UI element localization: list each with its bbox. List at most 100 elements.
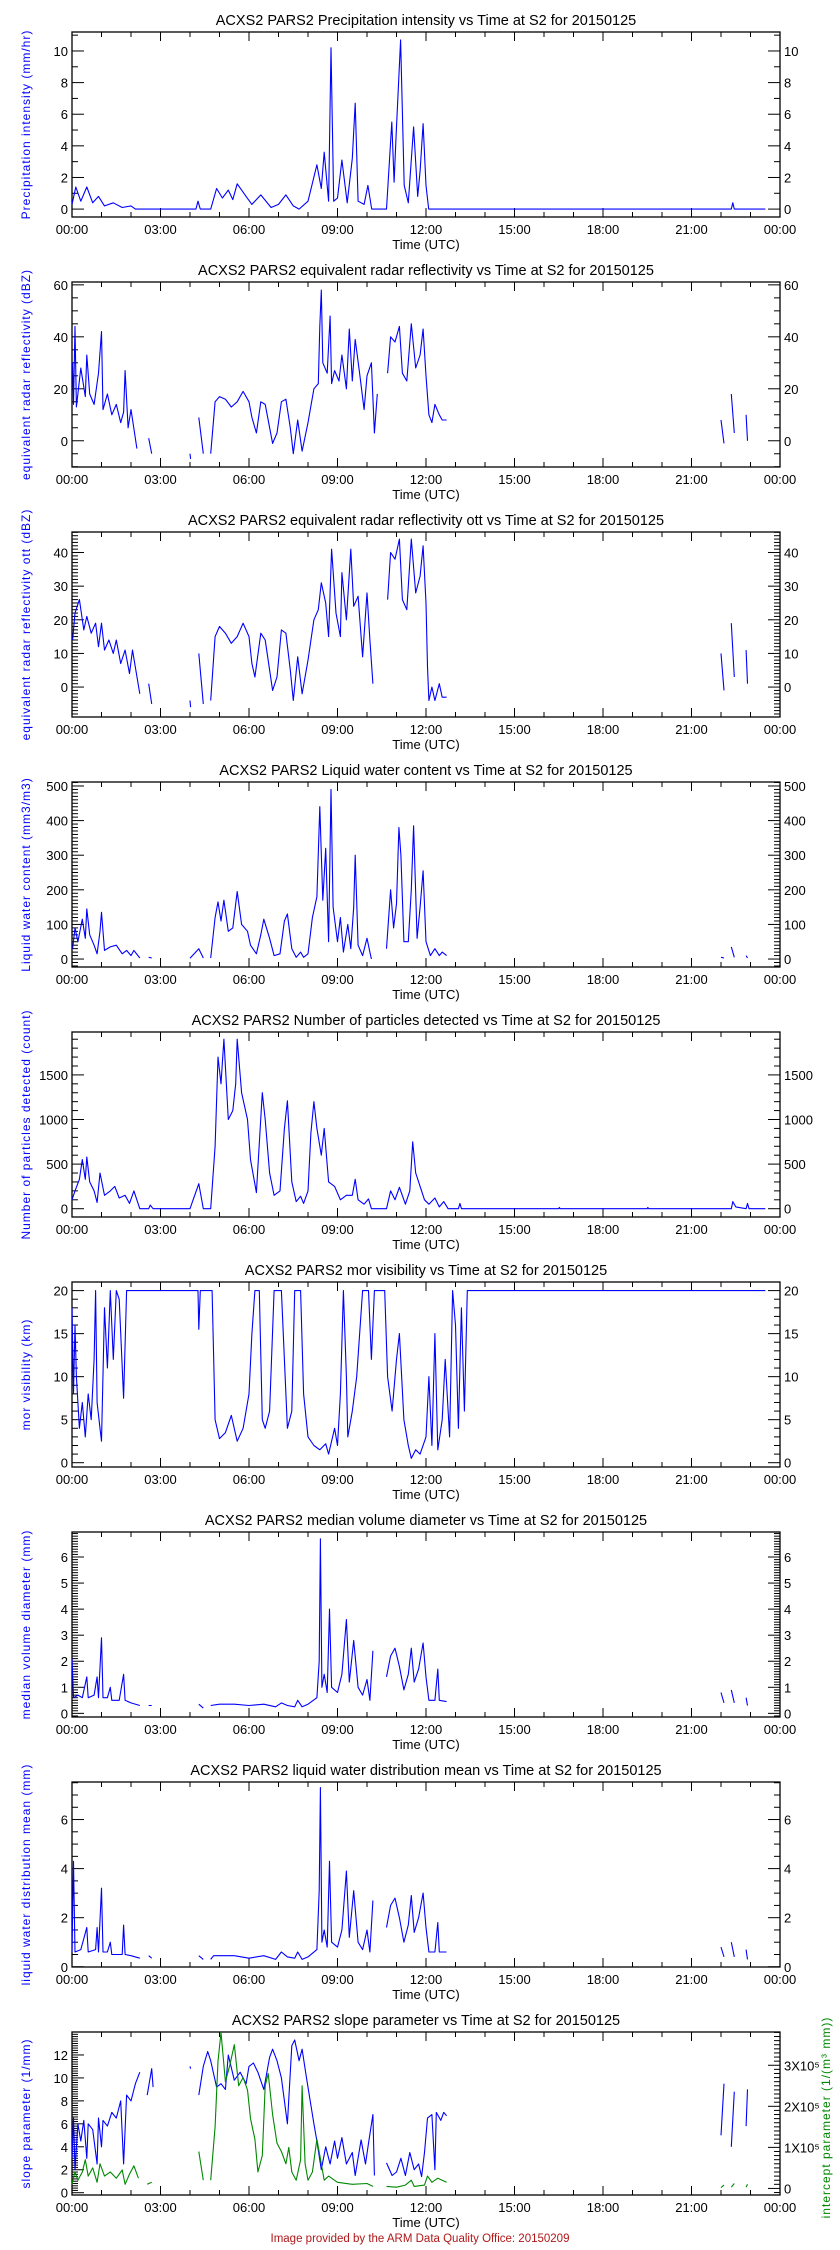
- y-tick-label-right: 10: [784, 1370, 798, 1385]
- chart-panel: ACXS2 PARS2 liquid water distribution me…: [19, 1763, 796, 2002]
- y-tick-label-right: 20: [784, 613, 798, 628]
- x-tick-label: 00:00: [764, 1722, 797, 1737]
- x-tick-label: 00:00: [56, 472, 89, 487]
- chart-title: ACXS2 PARS2 Precipitation intensity vs T…: [216, 13, 636, 29]
- y-tick-label-right: 500: [784, 779, 806, 794]
- x-tick-label: 12:00: [410, 1472, 443, 1487]
- x-tick-label: 21:00: [675, 972, 708, 987]
- series-line-equivalent-radar-reflectivity-ott: [72, 538, 749, 708]
- y-tick-label: 0: [61, 1202, 68, 1217]
- x-tick-label: 18:00: [587, 1722, 620, 1737]
- series-line-intercept-parameter: [71, 2031, 748, 2189]
- x-tick-label: 06:00: [233, 1222, 266, 1237]
- x-tick-label: 18:00: [587, 472, 620, 487]
- x-tick-label: 09:00: [321, 1472, 354, 1487]
- series-line-liquid-water-distribution-mean: [71, 1787, 749, 1960]
- x-tick-label: 06:00: [233, 222, 266, 237]
- chart-title: ACXS2 PARS2 slope parameter vs Time at S…: [232, 2013, 620, 2029]
- chart-panel: ACXS2 PARS2 Precipitation intensity vs T…: [19, 13, 798, 252]
- series-line-number-of-particles-detected: [71, 1038, 766, 1210]
- x-tick-label: 21:00: [675, 472, 708, 487]
- y-tick-label: 200: [46, 883, 68, 898]
- x-tick-label: 18:00: [587, 722, 620, 737]
- chart-panel: ACXS2 PARS2 Number of particles detected…: [19, 1009, 813, 1252]
- x-axis-label: Time (UTC): [392, 1237, 459, 1252]
- y-tick-label-right: 6: [784, 107, 791, 122]
- x-tick-label: 18:00: [587, 2200, 620, 2215]
- x-tick-label: 21:00: [675, 1472, 708, 1487]
- y-axis-label: Number of particles detected (count): [19, 1009, 33, 1239]
- x-tick-label: 00:00: [56, 1972, 89, 1987]
- x-tick-label: 18:00: [587, 1472, 620, 1487]
- y-tick-label: 12: [54, 2048, 68, 2063]
- series-line-slope-parameter: [71, 2039, 749, 2178]
- y-axis-label: equivalent radar reflectivity ott (dBZ): [19, 509, 33, 741]
- x-tick-label: 21:00: [675, 222, 708, 237]
- y-axis-label: Liquid water content (mm3/m3): [19, 777, 33, 971]
- y-tick-label: 0: [61, 680, 68, 695]
- x-tick-label: 00:00: [764, 1222, 797, 1237]
- y-tick-label-right: 40: [784, 546, 798, 561]
- y-tick-label-right: 15: [784, 1327, 798, 1342]
- chart-title: ACXS2 PARS2 liquid water distribution me…: [190, 1763, 661, 1779]
- x-tick-label: 03:00: [144, 1222, 177, 1237]
- x-tick-label: 18:00: [587, 1222, 620, 1237]
- chart-title: ACXS2 PARS2 equivalent radar reflectivit…: [198, 263, 654, 279]
- y-tick-label: 20: [54, 382, 68, 397]
- y-tick-label-right: 0: [784, 680, 791, 695]
- y-axis-label: median volume diameter (mm): [19, 1530, 33, 1720]
- x-tick-label: 06:00: [233, 2200, 266, 2215]
- y-tick-label: 10: [54, 1370, 68, 1385]
- y-tick-label: 6: [61, 1550, 68, 1565]
- x-axis-label: Time (UTC): [392, 487, 459, 502]
- chart-panel: ACXS2 PARS2 median volume diameter vs Ti…: [19, 1513, 796, 1752]
- x-tick-label: 18:00: [587, 1972, 620, 1987]
- y-tick-label: 300: [46, 848, 68, 863]
- x-tick-label: 00:00: [764, 1472, 797, 1487]
- x-tick-label: 00:00: [764, 472, 797, 487]
- y-tick-label: 6: [61, 2117, 68, 2132]
- y-axis-label: mor visibility (km): [19, 1319, 33, 1431]
- x-tick-label: 03:00: [144, 2200, 177, 2215]
- y-tick-label-right: 0: [784, 1456, 791, 1471]
- y-tick-label: 1000: [39, 1113, 68, 1128]
- y-tick-label: 0: [61, 1706, 68, 1721]
- y-tick-label: 0: [61, 952, 68, 967]
- y-tick-label-right: 4: [784, 1602, 791, 1617]
- x-tick-label: 12:00: [410, 722, 443, 737]
- x-tick-label: 06:00: [233, 722, 266, 737]
- footer-credit: Image provided by the ARM Data Quality O…: [271, 2233, 570, 2245]
- y-tick-label-right: 6: [784, 1813, 791, 1828]
- y-tick-label: 0: [61, 434, 68, 449]
- y-tick-label-right: 8: [784, 76, 791, 91]
- y-tick-label: 30: [54, 579, 68, 594]
- chart-panel: ACXS2 PARS2 Liquid water content vs Time…: [19, 763, 806, 1002]
- y-tick-label: 10: [54, 44, 68, 59]
- y-tick-label: 2: [61, 1654, 68, 1669]
- y-tick-label: 10: [54, 2071, 68, 2086]
- y-tick-label-right: 4: [784, 139, 791, 154]
- series-line-precipitation-intensity: [71, 39, 766, 210]
- y-tick-label: 4: [61, 1602, 68, 1617]
- x-tick-label: 15:00: [498, 2200, 531, 2215]
- x-tick-label: 09:00: [321, 1972, 354, 1987]
- y-tick-label: 4: [61, 2140, 68, 2155]
- x-tick-label: 00:00: [56, 222, 89, 237]
- x-tick-label: 12:00: [410, 472, 443, 487]
- y-tick-label: 4: [61, 1862, 68, 1877]
- y-tick-label-right: 20: [784, 382, 798, 397]
- x-tick-label: 21:00: [675, 1972, 708, 1987]
- y-tick-label: 500: [46, 779, 68, 794]
- y-tick-label: 2: [61, 2163, 68, 2178]
- y-axis-label: Precipitation intensity (mm/hr): [19, 30, 33, 220]
- chart-panel: ACXS2 PARS2 slope parameter vs Time at S…: [19, 2013, 833, 2230]
- chart-title: ACXS2 PARS2 median volume diameter vs Ti…: [205, 1513, 647, 1529]
- y-tick-label-right: 3X10⁵: [784, 2058, 820, 2073]
- y-tick-label: 0: [61, 1456, 68, 1471]
- y-tick-label-right: 1500: [784, 1068, 813, 1083]
- y-tick-label-right: 0: [784, 1202, 791, 1217]
- y-tick-label-right: 5: [784, 1413, 791, 1428]
- y-tick-label: 40: [54, 546, 68, 561]
- x-axis-label: Time (UTC): [392, 2215, 459, 2230]
- chart-panel: ACXS2 PARS2 equivalent radar reflectivit…: [19, 509, 798, 752]
